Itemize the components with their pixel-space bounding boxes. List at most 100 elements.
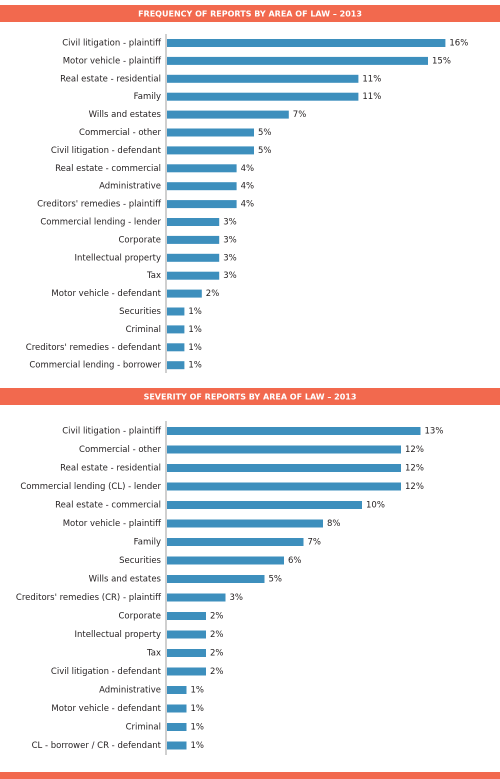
value-label: 16% [449,39,468,49]
value-label: 1% [191,723,205,733]
bar [167,182,237,191]
value-label: 12% [405,445,424,455]
category-label: Motor vehicle - defendant [51,289,161,299]
value-label: 3% [223,271,237,281]
category-label: Commercial lending (CL) - lender [20,482,161,492]
category-label: Administrative [99,686,161,696]
category-label: Real estate - residential [60,74,161,84]
bar [167,307,185,316]
category-label: Motor vehicle - plaintiff [63,519,162,529]
category-label: Corporate [119,612,162,622]
bar [167,74,359,83]
category-label: Criminal [126,723,161,733]
bar [167,92,359,101]
bar [167,146,254,155]
bar [167,39,446,47]
category-label: Commercial lending - lender [40,218,161,228]
value-label: 3% [230,593,244,603]
bar [167,445,401,454]
bar [167,200,237,209]
bar [167,723,187,731]
category-label: Intellectual property [75,630,161,640]
bar [167,556,284,565]
bar [167,741,187,750]
bar [167,110,289,119]
category-label: Tax [146,271,161,281]
category-label: Civil litigation - plaintiff [62,427,162,437]
bar [167,289,202,298]
bar [167,235,220,244]
category-label: Real estate - commercial [55,501,161,511]
bar [167,482,401,491]
bar [167,575,265,583]
bar [167,218,220,226]
category-label: Commercial lending - borrower [29,361,161,371]
value-label: 1% [188,361,202,371]
bar [167,56,428,65]
bar [167,464,401,472]
value-label: 7% [293,110,307,120]
category-label: Creditors' remedies - plaintiff [37,200,162,210]
category-label: Commercial - other [79,128,161,138]
value-label: 12% [405,464,424,474]
category-label: Real estate - residential [60,464,161,474]
value-label: 1% [191,686,205,696]
value-label: 2% [210,612,224,622]
bar [167,519,323,528]
bar [167,325,185,334]
bar [167,704,187,713]
value-label: 8% [327,519,341,529]
category-label: Civil litigation - defendant [51,146,162,156]
chart-title: SEVERITY OF REPORTS BY AREA OF LAW – 201… [144,393,357,402]
category-label: Motor vehicle - plaintiff [63,56,162,66]
bar [167,427,421,435]
bar [167,128,254,137]
value-label: 1% [188,343,202,353]
bar [167,271,220,280]
value-label: 10% [366,501,385,511]
value-label: 4% [241,182,255,192]
bar [167,343,185,352]
value-label: 3% [223,235,237,245]
value-label: 11% [362,74,381,84]
category-label: Real estate - commercial [55,164,161,174]
bar [167,686,187,694]
category-label: Family [134,538,161,548]
category-label: Wills and estates [89,110,162,120]
bar [167,612,206,620]
value-label: 5% [258,128,272,138]
value-label: 15% [432,56,451,66]
value-label: 2% [210,649,224,659]
value-label: 13% [425,427,444,437]
value-label: 3% [223,253,237,263]
category-label: Creditors' remedies - defendant [26,343,162,353]
bar [167,361,185,370]
category-label: CL - borrower / CR - defendant [32,741,162,751]
bar [167,501,362,509]
value-label: 4% [241,200,255,210]
category-label: Family [134,92,161,102]
category-label: Intellectual property [75,253,161,263]
category-label: Civil litigation - plaintiff [62,39,162,49]
bar [167,538,304,546]
bar [167,164,237,173]
value-label: 6% [288,556,302,566]
category-label: Securities [119,556,161,566]
category-label: Civil litigation - defendant [51,667,162,677]
category-label: Criminal [126,325,161,335]
value-label: 1% [191,741,205,751]
value-label: 4% [241,164,255,174]
value-label: 11% [362,92,381,102]
footer-band [0,772,500,779]
value-label: 1% [191,704,205,714]
category-label: Securities [119,307,161,317]
bar [167,253,220,262]
category-label: Wills and estates [89,575,162,585]
category-label: Motor vehicle - defendant [51,704,161,714]
chart-title: FREQUENCY OF REPORTS BY AREA OF LAW – 20… [138,10,362,19]
value-label: 2% [206,289,220,299]
category-label: Commercial - other [79,445,161,455]
value-label: 7% [308,538,322,548]
bar [167,630,206,639]
